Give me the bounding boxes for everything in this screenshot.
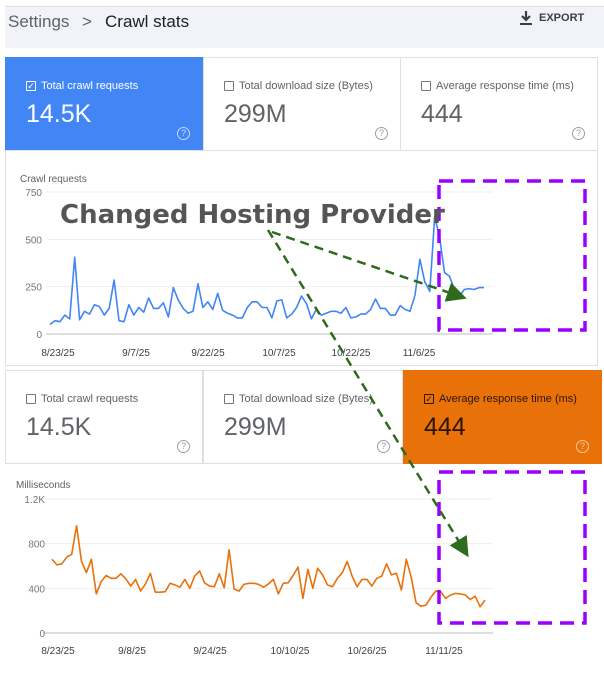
card-average-response-time[interactable]: ✓ Average response time (ms) 444 ? [403,370,602,464]
page-title: Crawl stats [105,12,190,31]
export-button[interactable]: EXPORT [520,11,584,25]
response-time-chart: Milliseconds 0 400 800 1.2K 8/23/25 9/8/25 9/24… [16,480,493,657]
x-tick-label: 10/26/25 [348,646,387,657]
card-value: 14.5K [26,100,92,128]
y-tick-label: 250 [25,283,42,294]
card-total-download-size[interactable]: Total download size (Bytes) 299M ? [203,370,403,464]
series-line [49,215,484,326]
card-value: 299M [224,100,287,128]
card-total-download-size[interactable]: Total download size (Bytes) 299M ? [203,57,401,151]
x-tick-label: 9/8/25 [118,646,146,657]
x-tick-label: 10/22/25 [332,348,371,359]
checkbox[interactable] [26,394,36,404]
breadcrumb-settings[interactable]: Settings [8,12,70,31]
help-icon[interactable]: ? [375,127,388,140]
x-tick-label: 10/10/25 [271,646,310,657]
x-tick-label: 10/7/25 [262,348,296,359]
card-value: 444 [424,413,466,441]
y-tick-label: 750 [25,188,42,199]
page-header [5,6,604,48]
y-tick-label: 0 [36,330,42,341]
help-icon[interactable]: ? [377,440,390,453]
breadcrumb-separator: > [82,12,92,31]
y-tick-label: 0 [39,629,45,640]
y-axis-title: Milliseconds [16,480,70,491]
help-icon[interactable]: ? [177,127,190,140]
checkbox[interactable] [224,394,234,404]
card-label: Average response time (ms) [439,393,577,405]
response-time-chart-panel: Milliseconds 0 400 800 1.2K 8/23/25 9/8/25 9/24… [0,464,604,674]
card-average-response-time[interactable]: Average response time (ms) 444 ? [400,57,598,151]
card-value: 14.5K [26,413,92,441]
card-label: Total download size (Bytes) [239,80,373,92]
x-tick-label: 9/7/25 [122,348,150,359]
help-icon[interactable]: ? [177,440,190,453]
export-label: EXPORT [539,12,585,24]
checkbox-checked[interactable]: ✓ [26,81,36,91]
card-label: Total download size (Bytes) [239,393,373,405]
series-line [51,524,486,608]
checkbox[interactable] [421,81,431,91]
x-tick-label: 8/23/25 [41,348,75,359]
card-value: 299M [224,413,287,441]
crawl-requests-chart: Crawl requests 0 250 500 750 8/23/25 9/7/25 9/2… [20,174,493,359]
x-tick-label: 11/6/25 [403,348,436,359]
help-icon[interactable]: ? [572,127,585,140]
crawl-requests-chart-panel: Crawl requests 0 250 500 750 8/23/25 9/7/25 9/2… [5,150,598,366]
y-axis-title: Crawl requests [20,174,87,185]
checkbox[interactable] [224,81,234,91]
checkbox-checked[interactable]: ✓ [424,394,434,404]
card-label: Total crawl requests [41,80,139,92]
x-tick-label: 9/22/25 [191,348,225,359]
y-tick-label: 500 [25,235,42,246]
card-value: 444 [421,100,463,128]
y-tick-label: 400 [28,584,45,595]
x-tick-label: 8/23/25 [41,646,75,657]
card-total-crawl-requests[interactable]: ✓ Total crawl requests 14.5K ? [5,57,203,151]
card-label: Total crawl requests [41,393,139,405]
y-tick-label: 800 [28,540,45,551]
x-tick-label: 11/11/25 [425,646,463,657]
card-total-crawl-requests[interactable]: Total crawl requests 14.5K ? [5,370,203,464]
x-tick-label: 9/24/25 [193,646,227,657]
download-icon [520,11,532,25]
y-tick-label: 1.2K [24,495,45,506]
card-label: Average response time (ms) [436,80,574,92]
help-icon[interactable]: ? [576,440,589,453]
